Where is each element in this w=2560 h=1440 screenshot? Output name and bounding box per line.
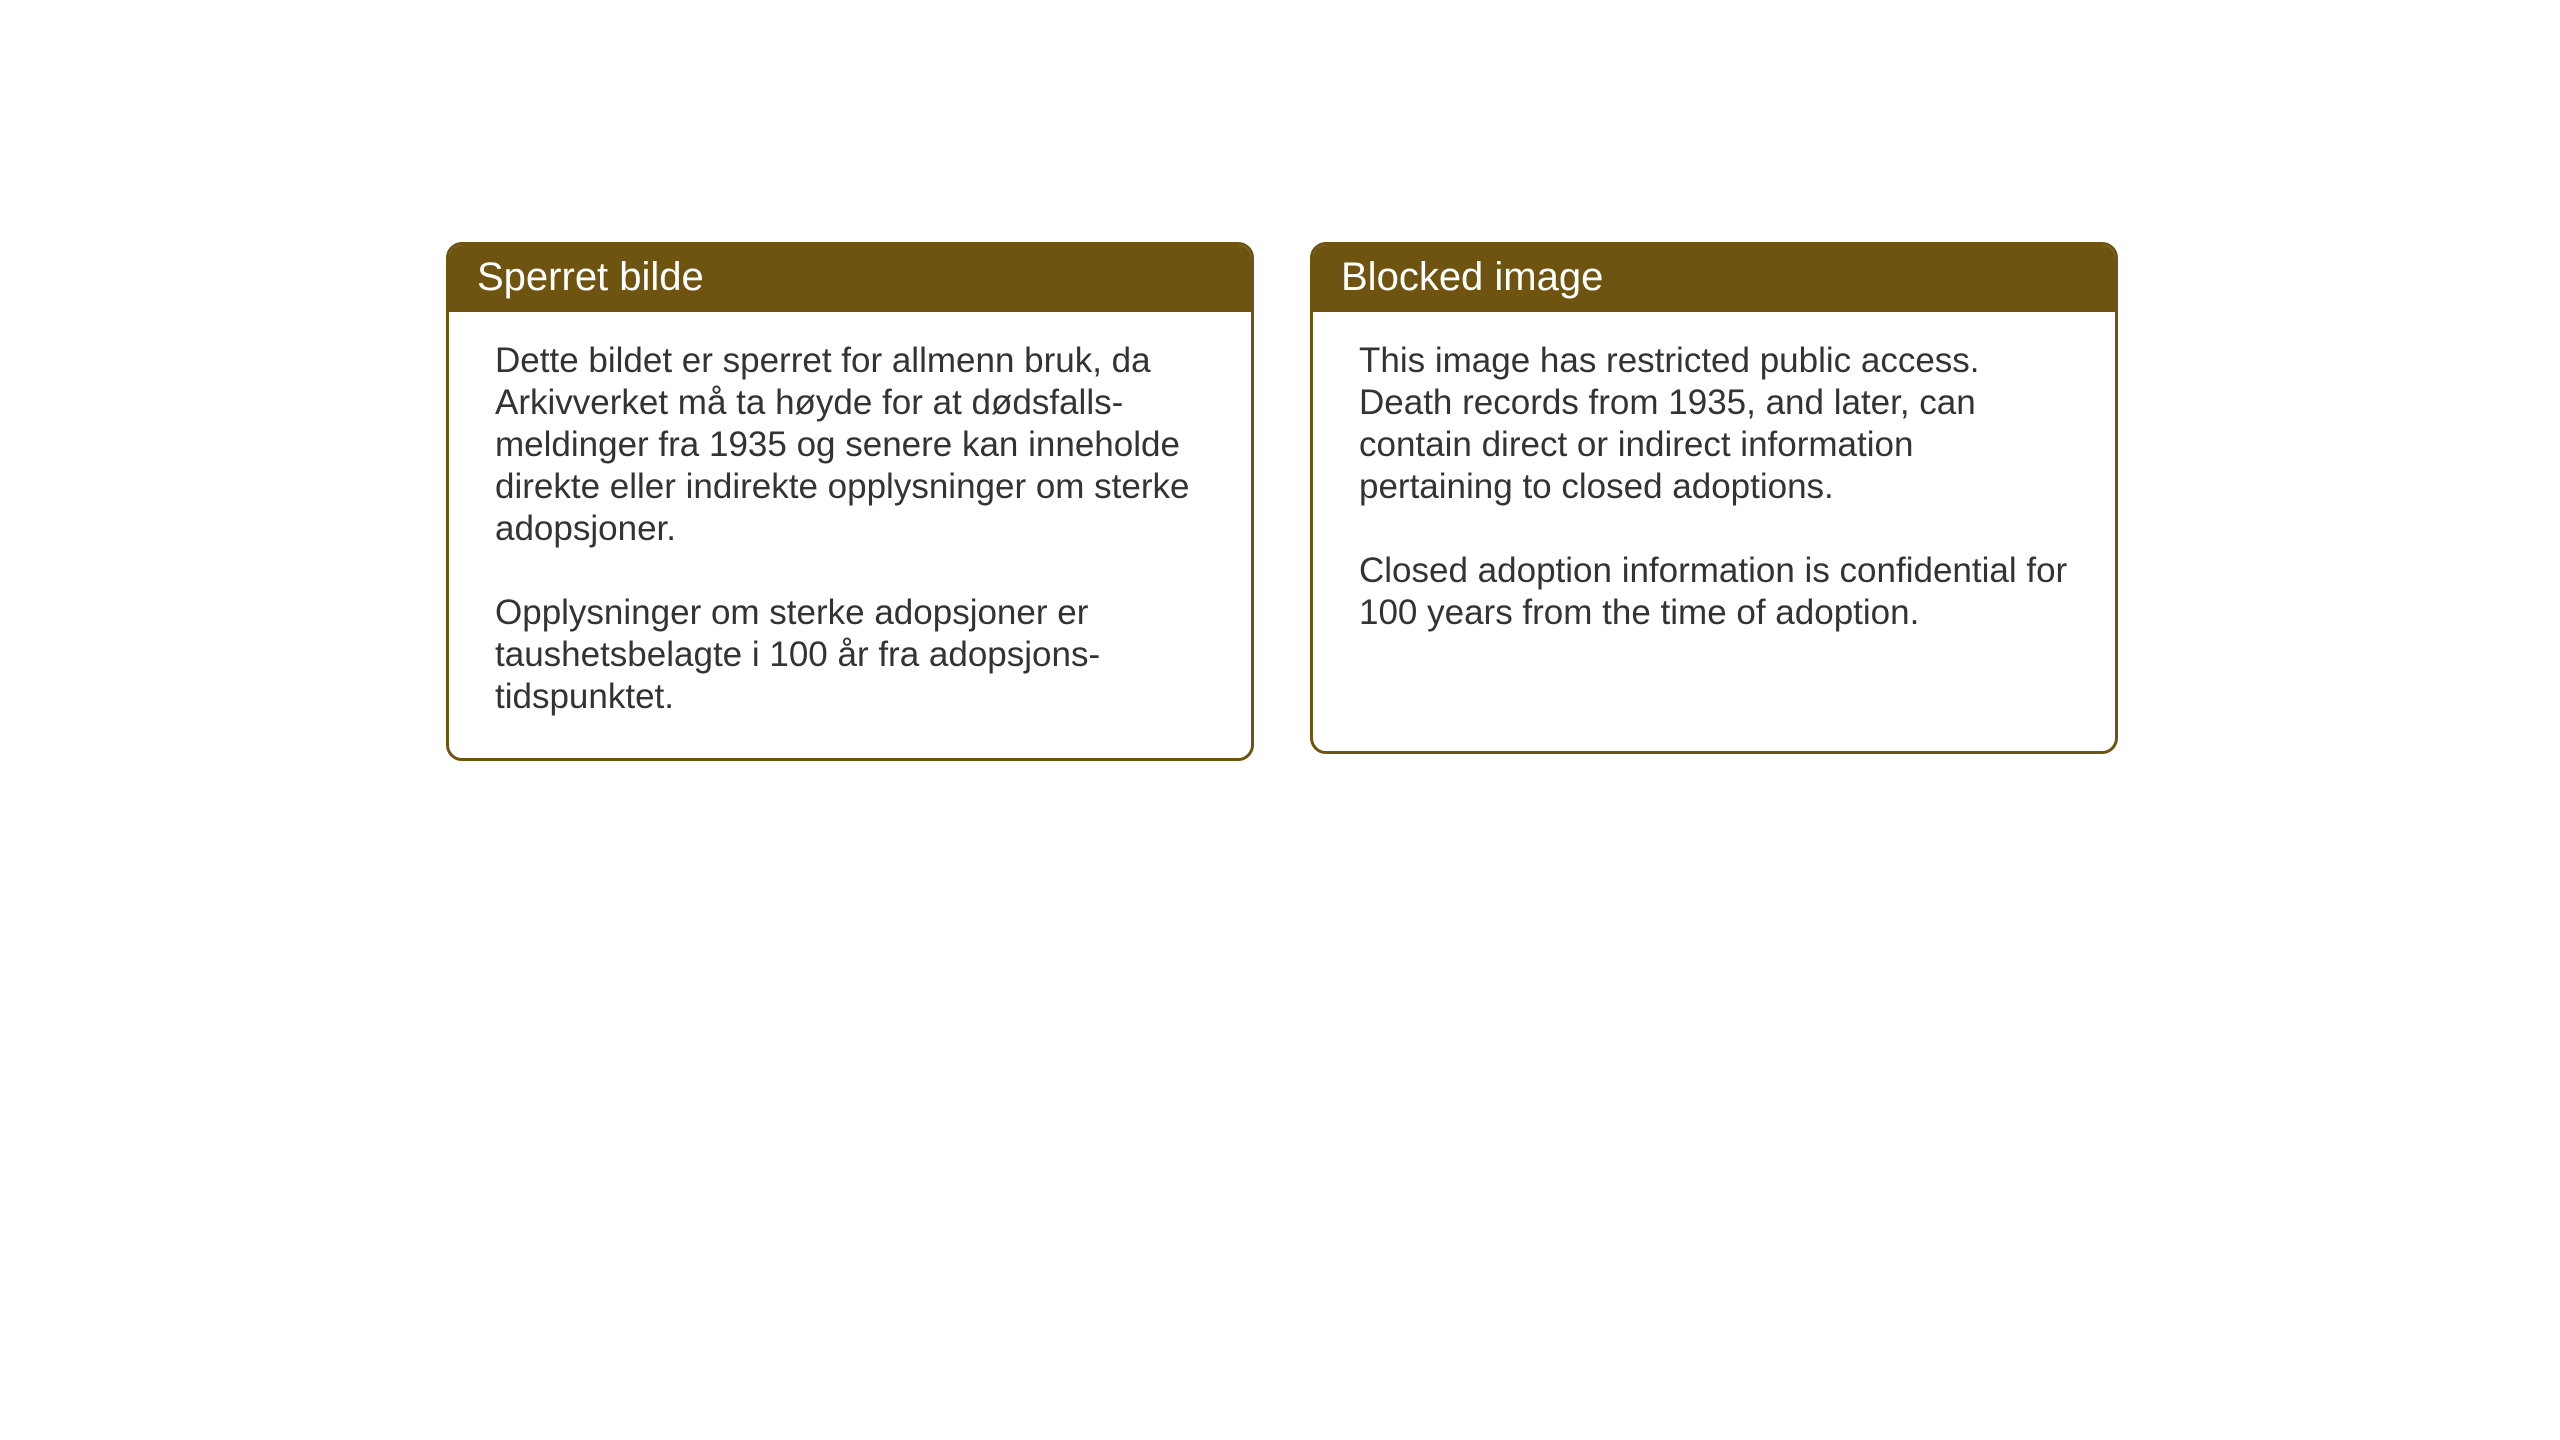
paragraph-2-norwegian: Opplysninger om sterke adopsjoner er tau… xyxy=(495,592,1205,718)
notice-card-english: Blocked image This image has restricted … xyxy=(1310,242,2118,754)
paragraph-1-english: This image has restricted public access.… xyxy=(1359,340,2069,508)
notice-card-norwegian: Sperret bilde Dette bildet er sperret fo… xyxy=(446,242,1254,761)
card-header-norwegian: Sperret bilde xyxy=(449,245,1251,312)
paragraph-2-english: Closed adoption information is confident… xyxy=(1359,550,2069,634)
card-header-english: Blocked image xyxy=(1313,245,2115,312)
card-body-norwegian: Dette bildet er sperret for allmenn bruk… xyxy=(449,312,1251,758)
notice-cards-container: Sperret bilde Dette bildet er sperret fo… xyxy=(446,242,2118,761)
paragraph-1-norwegian: Dette bildet er sperret for allmenn bruk… xyxy=(495,340,1205,550)
card-body-english: This image has restricted public access.… xyxy=(1313,312,2115,674)
